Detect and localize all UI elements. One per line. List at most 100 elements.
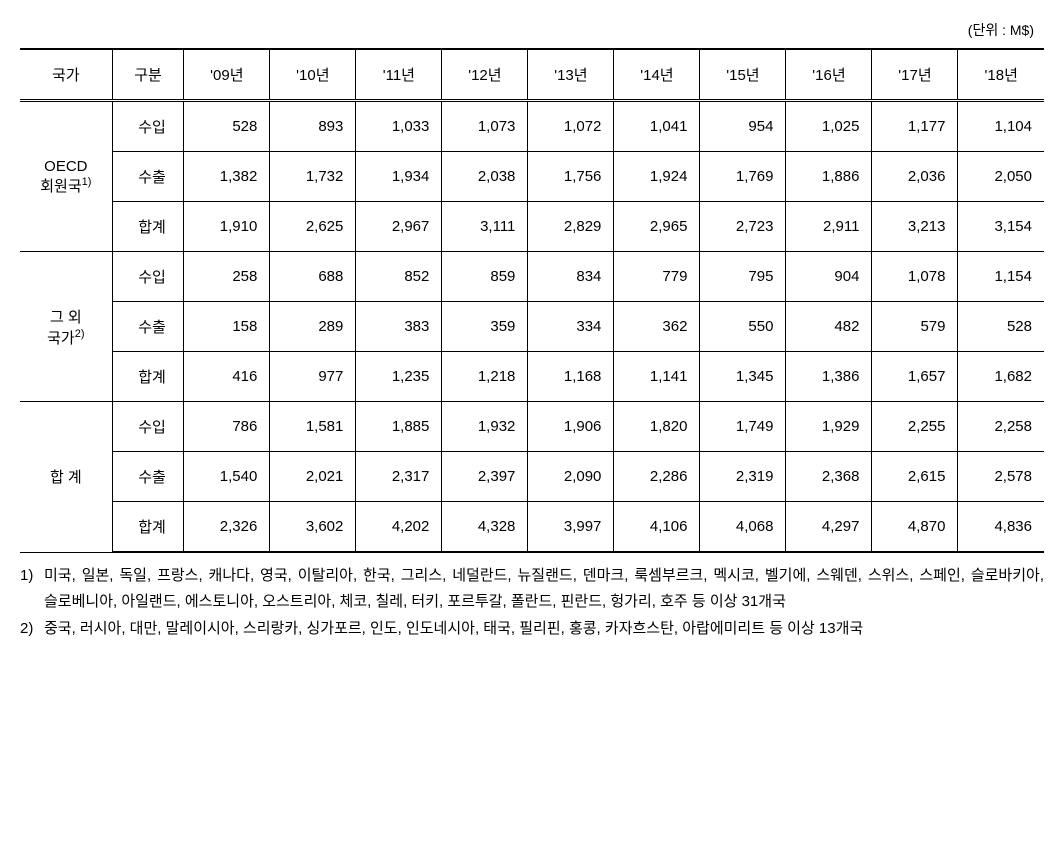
- table-body: OECD회원국1)수입5288931,0331,0731,0721,041954…: [20, 101, 1044, 553]
- country-cell: 합 계: [20, 402, 112, 553]
- value-cell: 528: [184, 101, 270, 152]
- header-year: '15년: [700, 49, 786, 101]
- value-cell: 1,345: [700, 352, 786, 402]
- category-cell: 수출: [112, 302, 184, 352]
- value-cell: 2,317: [356, 452, 442, 502]
- value-cell: 2,615: [872, 452, 958, 502]
- value-cell: 1,657: [872, 352, 958, 402]
- value-cell: 2,397: [442, 452, 528, 502]
- value-cell: 1,386: [786, 352, 872, 402]
- value-cell: 3,602: [270, 502, 356, 553]
- value-cell: 977: [270, 352, 356, 402]
- value-cell: 2,090: [528, 452, 614, 502]
- value-cell: 334: [528, 302, 614, 352]
- value-cell: 1,932: [442, 402, 528, 452]
- table-header: 국가구분'09년'10년'11년'12년'13년'14년'15년'16년'17년…: [20, 49, 1044, 101]
- value-cell: 2,286: [614, 452, 700, 502]
- value-cell: 859: [442, 252, 528, 302]
- value-cell: 2,036: [872, 152, 958, 202]
- value-cell: 1,929: [786, 402, 872, 452]
- table-row: 그 외국가2)수입2586888528598347797959041,0781,…: [20, 252, 1044, 302]
- table-row: 합계2,3263,6024,2024,3283,9974,1064,0684,2…: [20, 502, 1044, 553]
- value-cell: 2,319: [700, 452, 786, 502]
- value-cell: 1,749: [700, 402, 786, 452]
- value-cell: 1,235: [356, 352, 442, 402]
- value-cell: 2,965: [614, 202, 700, 252]
- category-cell: 수입: [112, 101, 184, 152]
- header-category: 구분: [112, 49, 184, 101]
- category-cell: 합계: [112, 202, 184, 252]
- value-cell: 2,967: [356, 202, 442, 252]
- header-year: '16년: [786, 49, 872, 101]
- value-cell: 1,910: [184, 202, 270, 252]
- footnote-text: 중국, 러시아, 대만, 말레이시아, 스리랑카, 싱가포르, 인도, 인도네시…: [44, 616, 1044, 642]
- value-cell: 786: [184, 402, 270, 452]
- value-cell: 4,328: [442, 502, 528, 553]
- value-cell: 2,911: [786, 202, 872, 252]
- value-cell: 2,578: [958, 452, 1044, 502]
- header-year: '09년: [184, 49, 270, 101]
- value-cell: 2,368: [786, 452, 872, 502]
- header-year: '13년: [528, 49, 614, 101]
- value-cell: 954: [700, 101, 786, 152]
- header-year: '18년: [958, 49, 1044, 101]
- category-cell: 수출: [112, 452, 184, 502]
- value-cell: 289: [270, 302, 356, 352]
- table-row: 합계4169771,2351,2181,1681,1411,3451,3861,…: [20, 352, 1044, 402]
- value-cell: 1,104: [958, 101, 1044, 152]
- value-cell: 550: [700, 302, 786, 352]
- value-cell: 1,141: [614, 352, 700, 402]
- category-cell: 수출: [112, 152, 184, 202]
- table-row: 수출1,5402,0212,3172,3972,0902,2862,3192,3…: [20, 452, 1044, 502]
- data-table: 국가구분'09년'10년'11년'12년'13년'14년'15년'16년'17년…: [20, 48, 1044, 553]
- value-cell: 4,068: [700, 502, 786, 553]
- table-row: 합계1,9102,6252,9673,1112,8292,9652,7232,9…: [20, 202, 1044, 252]
- value-cell: 688: [270, 252, 356, 302]
- value-cell: 1,934: [356, 152, 442, 202]
- value-cell: 362: [614, 302, 700, 352]
- header-year: '14년: [614, 49, 700, 101]
- value-cell: 2,625: [270, 202, 356, 252]
- footnote: 1)미국, 일본, 독일, 프랑스, 캐나다, 영국, 이탈리아, 한국, 그리…: [20, 563, 1044, 614]
- category-cell: 합계: [112, 502, 184, 553]
- value-cell: 3,154: [958, 202, 1044, 252]
- value-cell: 4,836: [958, 502, 1044, 553]
- value-cell: 1,073: [442, 101, 528, 152]
- table-row: OECD회원국1)수입5288931,0331,0731,0721,041954…: [20, 101, 1044, 152]
- value-cell: 3,111: [442, 202, 528, 252]
- unit-label: (단위 : M$): [20, 20, 1044, 40]
- value-cell: 904: [786, 252, 872, 302]
- value-cell: 1,581: [270, 402, 356, 452]
- header-country: 국가: [20, 49, 112, 101]
- value-cell: 1,041: [614, 101, 700, 152]
- value-cell: 779: [614, 252, 700, 302]
- header-year: '11년: [356, 49, 442, 101]
- footnote-text: 미국, 일본, 독일, 프랑스, 캐나다, 영국, 이탈리아, 한국, 그리스,…: [44, 563, 1044, 614]
- value-cell: 482: [786, 302, 872, 352]
- value-cell: 2,258: [958, 402, 1044, 452]
- value-cell: 795: [700, 252, 786, 302]
- value-cell: 158: [184, 302, 270, 352]
- value-cell: 2,829: [528, 202, 614, 252]
- category-cell: 수입: [112, 402, 184, 452]
- value-cell: 2,723: [700, 202, 786, 252]
- header-year: '17년: [872, 49, 958, 101]
- footnotes: 1)미국, 일본, 독일, 프랑스, 캐나다, 영국, 이탈리아, 한국, 그리…: [20, 563, 1044, 642]
- footnote-number: 2): [20, 616, 44, 642]
- value-cell: 1,924: [614, 152, 700, 202]
- value-cell: 4,297: [786, 502, 872, 553]
- value-cell: 2,021: [270, 452, 356, 502]
- value-cell: 4,106: [614, 502, 700, 553]
- value-cell: 2,326: [184, 502, 270, 553]
- value-cell: 1,382: [184, 152, 270, 202]
- value-cell: 1,218: [442, 352, 528, 402]
- value-cell: 2,255: [872, 402, 958, 452]
- footnote-number: 1): [20, 563, 44, 614]
- country-cell: OECD회원국1): [20, 101, 112, 252]
- value-cell: 1,078: [872, 252, 958, 302]
- table-row: 수출1,3821,7321,9342,0381,7561,9241,7691,8…: [20, 152, 1044, 202]
- value-cell: 4,202: [356, 502, 442, 553]
- category-cell: 수입: [112, 252, 184, 302]
- value-cell: 1,820: [614, 402, 700, 452]
- country-cell: 그 외국가2): [20, 252, 112, 402]
